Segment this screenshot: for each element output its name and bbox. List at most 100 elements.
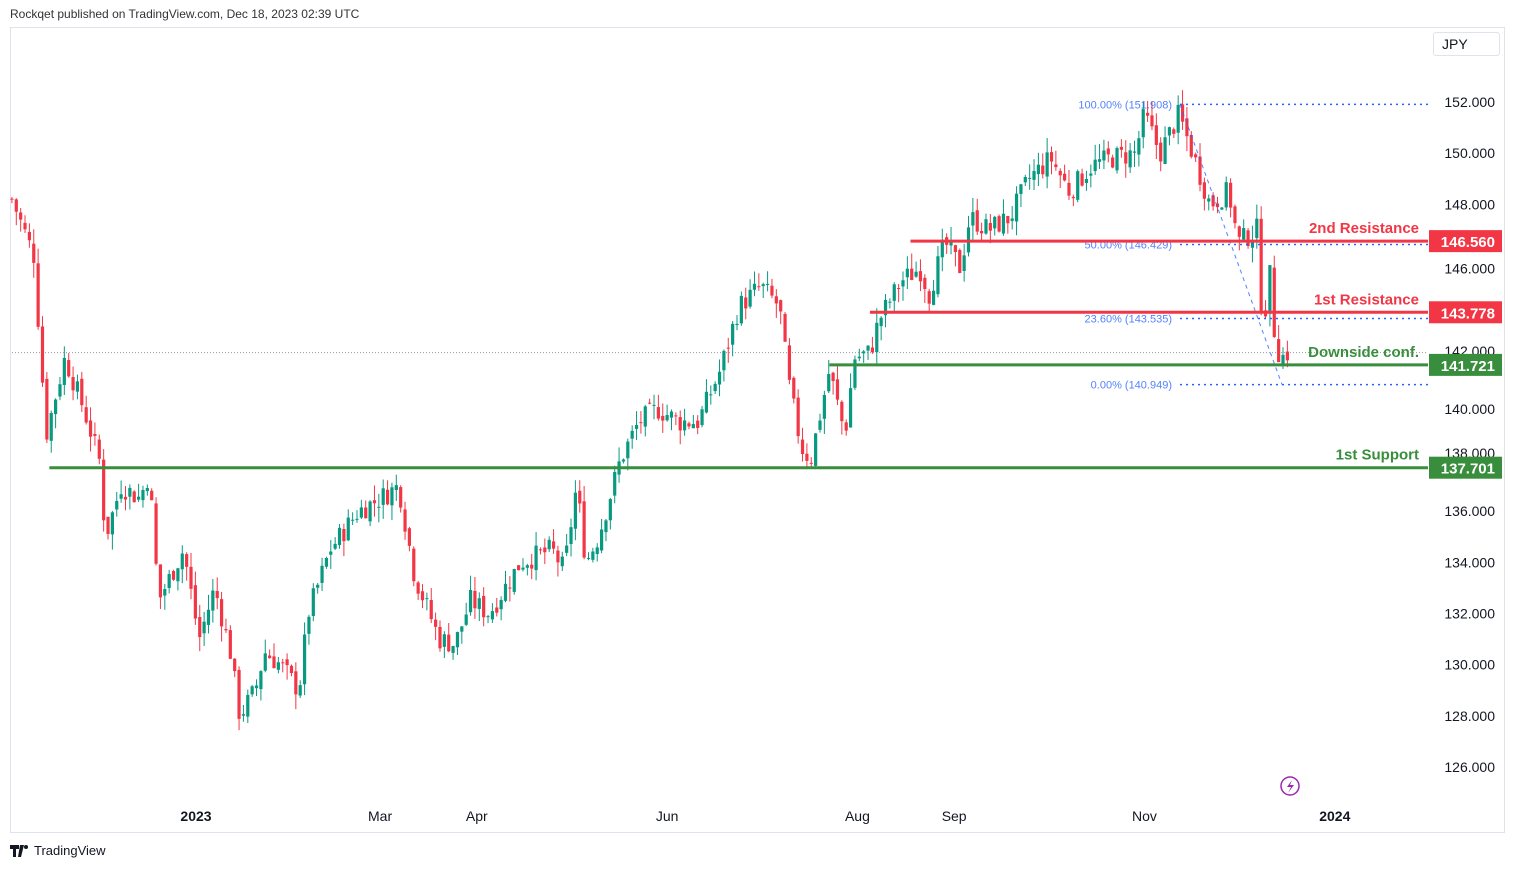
candle-down	[281, 662, 285, 664]
candle-up	[119, 494, 123, 499]
candle-up	[503, 583, 508, 601]
price-tag: 146.560	[1441, 234, 1495, 251]
candle-down	[1154, 125, 1158, 145]
candle-down	[429, 600, 433, 620]
candle-up	[875, 322, 879, 353]
candle-down	[1259, 218, 1263, 313]
candle-up	[1115, 148, 1119, 171]
price-tag: 143.778	[1441, 305, 1495, 322]
candle-up	[163, 589, 167, 596]
candle-down	[1058, 170, 1062, 176]
candle-up	[521, 567, 525, 570]
candle-up	[1128, 150, 1132, 168]
candle-down	[233, 658, 237, 672]
candle-down	[1211, 195, 1215, 207]
chart-frame	[10, 27, 1505, 833]
candle-down	[14, 199, 18, 212]
candle-down	[495, 607, 499, 613]
candle-down	[385, 489, 390, 505]
level-annotation: 2nd Resistance	[1309, 220, 1419, 237]
candle-down	[1172, 129, 1176, 134]
lightning-icon[interactable]	[1280, 776, 1300, 796]
tradingview-logo[interactable]: TradingView	[10, 843, 106, 858]
candle-down	[918, 271, 923, 282]
candle-down	[988, 222, 992, 231]
candle-up	[464, 614, 468, 625]
candle-up	[848, 388, 853, 428]
time-label: Mar	[368, 808, 392, 824]
time-label: 2024	[1319, 808, 1350, 824]
candle-down	[726, 347, 730, 349]
candle-up	[604, 520, 608, 533]
candle-down	[399, 487, 403, 508]
lightning-icon-circle	[1280, 776, 1300, 796]
candle-down	[473, 590, 477, 609]
candle-up	[634, 425, 639, 429]
candle-up	[569, 527, 573, 545]
candle-down	[447, 634, 451, 652]
currency-button[interactable]: JPY	[1433, 32, 1500, 56]
candle-down	[1198, 156, 1202, 185]
candle-up	[202, 621, 206, 634]
candle-down	[285, 659, 289, 666]
candle-down	[910, 268, 914, 280]
candle-down	[228, 630, 232, 659]
candle-up	[368, 501, 372, 522]
candle-down	[530, 564, 534, 569]
candle-up	[862, 351, 866, 354]
candle-up	[573, 492, 577, 529]
candle-down	[416, 582, 420, 594]
candle-down	[1071, 196, 1075, 199]
candle-up	[962, 255, 966, 271]
candle-up	[311, 588, 315, 616]
fib-level-label: 23.60% (143.535)	[1085, 313, 1172, 325]
candle-down	[517, 565, 521, 571]
candle-down	[289, 665, 294, 674]
candle-down	[779, 300, 783, 312]
time-label: Aug	[845, 808, 870, 824]
candle-up	[1028, 177, 1032, 179]
candle-down	[757, 286, 761, 288]
candle-down	[40, 326, 45, 383]
candle-down	[958, 250, 962, 274]
candle-up	[1089, 173, 1093, 176]
candle-down	[372, 500, 377, 504]
level-annotation: 1st Support	[1336, 447, 1419, 464]
candle-up	[866, 345, 870, 351]
price-tag-bg	[1429, 230, 1502, 253]
candle-down	[582, 501, 586, 558]
fib-level-label: 100.00% (151.908)	[1078, 99, 1172, 111]
candle-down	[102, 459, 106, 521]
candle-up	[905, 268, 909, 278]
candle-up	[731, 323, 735, 345]
candle-up	[1014, 193, 1019, 222]
candle-up	[525, 565, 529, 568]
candle-up	[359, 507, 363, 518]
candle-up	[652, 404, 656, 406]
candle-down	[1146, 112, 1150, 116]
candle-down	[158, 564, 163, 598]
candle-up	[949, 241, 953, 246]
candle-up	[993, 216, 997, 229]
candle-up	[818, 420, 822, 430]
candle-down	[1277, 339, 1281, 363]
candle-up	[901, 280, 905, 287]
candle-up	[54, 399, 58, 415]
candle-up	[455, 632, 460, 648]
candle-up	[1045, 152, 1049, 177]
candle-down	[927, 291, 931, 304]
price-tick: 132.000	[1444, 606, 1495, 622]
candle-up	[735, 323, 739, 326]
candle-up	[337, 527, 342, 546]
candle-down	[696, 420, 700, 428]
candle-up	[136, 496, 141, 500]
candle-up	[425, 598, 429, 600]
candle-down	[648, 402, 652, 404]
candle-down	[132, 491, 136, 503]
candle-down	[831, 372, 835, 382]
candle-up	[709, 394, 713, 396]
candle-up	[490, 611, 494, 620]
candle-down	[93, 433, 97, 436]
candle-down	[185, 554, 189, 567]
